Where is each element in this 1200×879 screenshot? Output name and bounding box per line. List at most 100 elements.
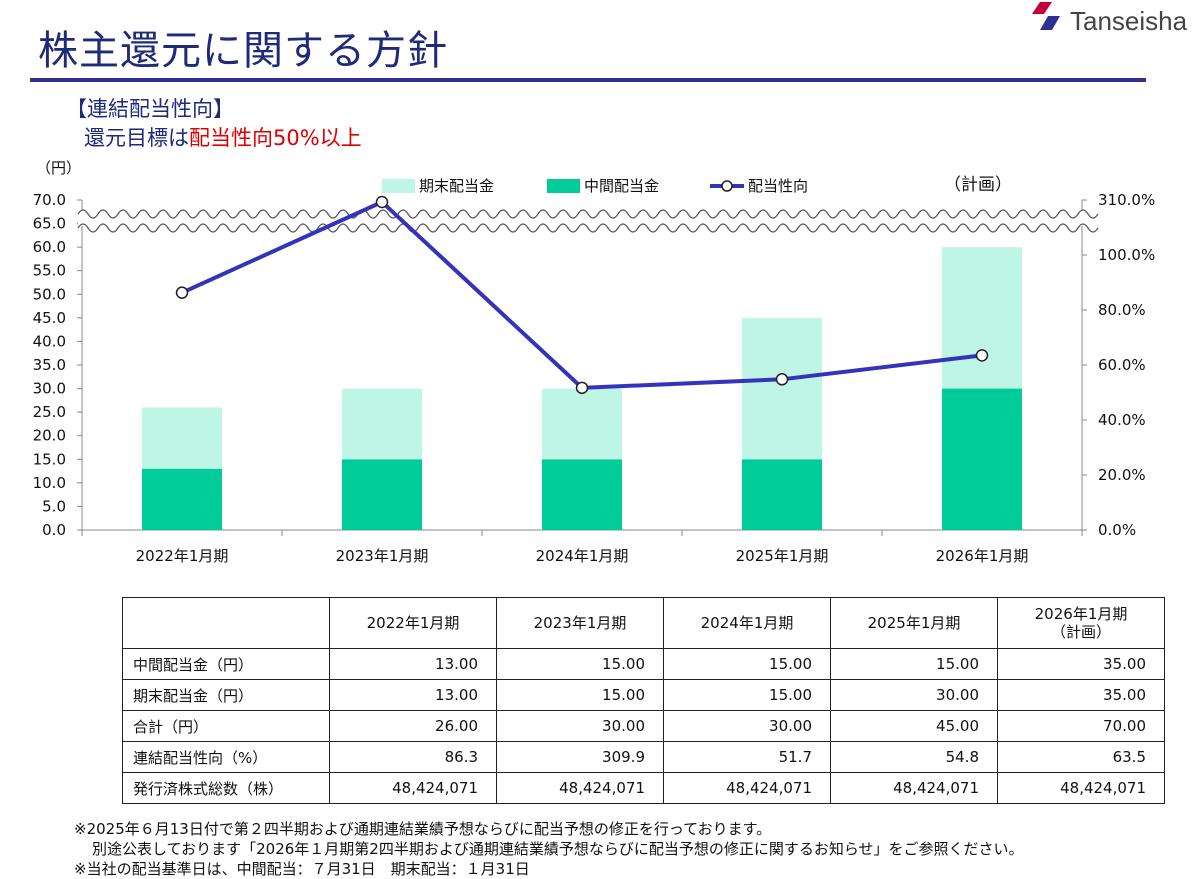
bar-year-end (342, 388, 422, 460)
logo-text: Tanseisha (1070, 6, 1188, 36)
x-tick-label: 2024年1月期 (536, 547, 629, 565)
left-tick-label: 60.0 (33, 238, 66, 256)
row-label: 合計（円） (122, 710, 330, 742)
table-cell: 309.9 (496, 741, 664, 773)
bar-interim (942, 388, 1022, 530)
table-cell: 15.00 (496, 679, 664, 711)
x-tick-label: 2023年1月期 (336, 547, 429, 565)
bar-interim (542, 459, 622, 530)
left-tick-label: 10.0 (33, 474, 66, 492)
table-row: 合計（円） 26.00 30.00 30.00 45.00 70.00 (122, 710, 1165, 742)
table-cell: 13.00 (329, 648, 497, 680)
legend-swatch-interim (547, 179, 580, 193)
left-tick-label: 65.0 (33, 215, 66, 233)
axis-break-gap (78, 210, 1086, 226)
row-label: 中間配当金（円） (122, 648, 330, 680)
table-header-blank (122, 597, 330, 649)
table-cell: 86.3 (329, 741, 497, 773)
bar-interim (142, 468, 222, 530)
goal-prefix: 還元目標は (84, 126, 189, 150)
bar-year-end (542, 388, 622, 460)
table-cell: 48,424,071 (830, 772, 998, 804)
table-cell: 35.00 (997, 679, 1165, 711)
table-cell: 54.8 (830, 741, 998, 773)
legend-label-ratio: 配当性向 (748, 177, 808, 195)
table-header-cell: 2026年1月期 （計画） (997, 597, 1165, 649)
table-row: 中間配当金（円） 13.00 15.00 15.00 15.00 35.00 (122, 648, 1165, 680)
left-tick-label: 5.0 (42, 497, 66, 515)
left-tick-label: 25.0 (33, 403, 66, 421)
footnote-3: ※当社の配当基準日は、中間配当：７月31日 期末配当：１月31日 (74, 860, 530, 878)
table-header-cell: 2024年1月期 (663, 597, 831, 649)
axis-break-line (77, 209, 1099, 219)
table-cell: 30.00 (496, 710, 664, 742)
right-tick-label: 100.0% (1098, 246, 1155, 264)
table-header-cell: 2025年1月期 (830, 597, 998, 649)
right-tick-label: 20.0% (1098, 466, 1146, 484)
left-tick-label: 20.0 (33, 427, 66, 445)
axis-break-line (77, 223, 1099, 233)
legend-marker-ratio (721, 180, 733, 192)
table-cell: 30.00 (830, 679, 998, 711)
left-tick-label: 15.0 (33, 450, 66, 468)
table-cell: 48,424,071 (663, 772, 831, 804)
row-label: 発行済株式総数（株） (122, 772, 330, 804)
table-cell: 13.00 (329, 679, 497, 711)
table-cell: 51.7 (663, 741, 831, 773)
table-cell: 15.00 (663, 648, 831, 680)
bar-interim (742, 459, 822, 530)
legend-swatch-year-end (382, 179, 415, 193)
table-cell: 15.00 (496, 648, 664, 680)
table-cell: 48,424,071 (496, 772, 664, 804)
left-tick-label: 55.0 (33, 262, 66, 280)
payout-ratio-point (575, 381, 589, 395)
left-tick-label: 45.0 (33, 309, 66, 327)
dividend-table: 2022年1月期 2023年1月期 2024年1月期 2025年1月期 2026年1月期… (122, 597, 1165, 804)
left-tick-label: 70.0 (33, 191, 66, 209)
logo-mark-icon (1032, 2, 1060, 30)
table-row: 発行済株式総数（株） 48,424,071 48,424,071 48,424,071… (122, 772, 1165, 804)
footnote-1: ※2025年６月13日付で第２四半期および通期連結業績予想ならびに配当予想の修正… (74, 820, 772, 838)
bar-year-end (742, 317, 822, 460)
footnote-2: 別途公表しております「2026年１月期第2四半期および通期連結業績予想ならびに配… (92, 840, 1024, 858)
table-row: 連結配当性向（%） 86.3 309.9 51.7 54.8 63.5 (122, 741, 1165, 773)
table-header-row: 2022年1月期 2023年1月期 2024年1月期 2025年1月期 2026年1月期… (122, 597, 1165, 649)
dividend-chart: 0.0 5.0 10.0 15.0 20.0 25.0 30.0 35.0 40.0 45.0 50… (33, 159, 1156, 565)
row-label: 連結配当性向（%） (122, 741, 330, 773)
left-tick-label: 40.0 (33, 332, 66, 350)
payout-ratio-point (775, 373, 789, 386)
payout-ratio-point (175, 286, 189, 299)
x-tick-label: 2026年1月期 (936, 547, 1029, 565)
company-logo: Tanseisha (1030, 0, 1200, 36)
left-tick-label: 35.0 (33, 356, 66, 374)
left-tick-label: 30.0 (33, 380, 66, 398)
page-title: 株主還元に関する方針 (38, 28, 448, 74)
table-cell: 48,424,071 (329, 772, 497, 804)
table-cell: 30.00 (663, 710, 831, 742)
title-divider (30, 78, 1146, 82)
bar-year-end (142, 407, 222, 469)
goal-highlight: 配当性向50%以上 (189, 126, 362, 150)
payout-ratio-point (975, 349, 989, 362)
bar-year-end (942, 247, 1022, 389)
table-cell: 15.00 (830, 648, 998, 680)
right-tick-label: 40.0% (1098, 411, 1146, 429)
left-tick-label: 0.0 (42, 521, 66, 539)
right-tick-label: 60.0% (1098, 356, 1146, 374)
table-header-cell: 2022年1月期 (329, 597, 497, 649)
x-tick-label: 2025年1月期 (736, 547, 829, 565)
return-goal: 還元目標は配当性向50%以上 (84, 122, 362, 152)
section-heading: 【連結配当性向】 (66, 97, 234, 121)
x-tick-label: 2022年1月期 (136, 547, 229, 565)
table-cell: 45.00 (830, 710, 998, 742)
table-cell: 70.00 (997, 710, 1165, 742)
right-tick-label: 80.0% (1098, 301, 1146, 319)
payout-ratio-point (375, 195, 389, 209)
left-unit-label: （円） (36, 159, 81, 177)
legend-label-year-end: 期末配当金 (419, 177, 494, 195)
table-cell: 26.00 (329, 710, 497, 742)
legend-label-interim: 中間配当金 (584, 177, 659, 195)
table-row: 期末配当金（円） 13.00 15.00 15.00 30.00 35.00 (122, 679, 1165, 711)
table-cell: 48,424,071 (997, 772, 1165, 804)
footnotes: ※2025年６月13日付で第２四半期および通期連結業績予想ならびに配当予想の修正… (74, 819, 1024, 879)
